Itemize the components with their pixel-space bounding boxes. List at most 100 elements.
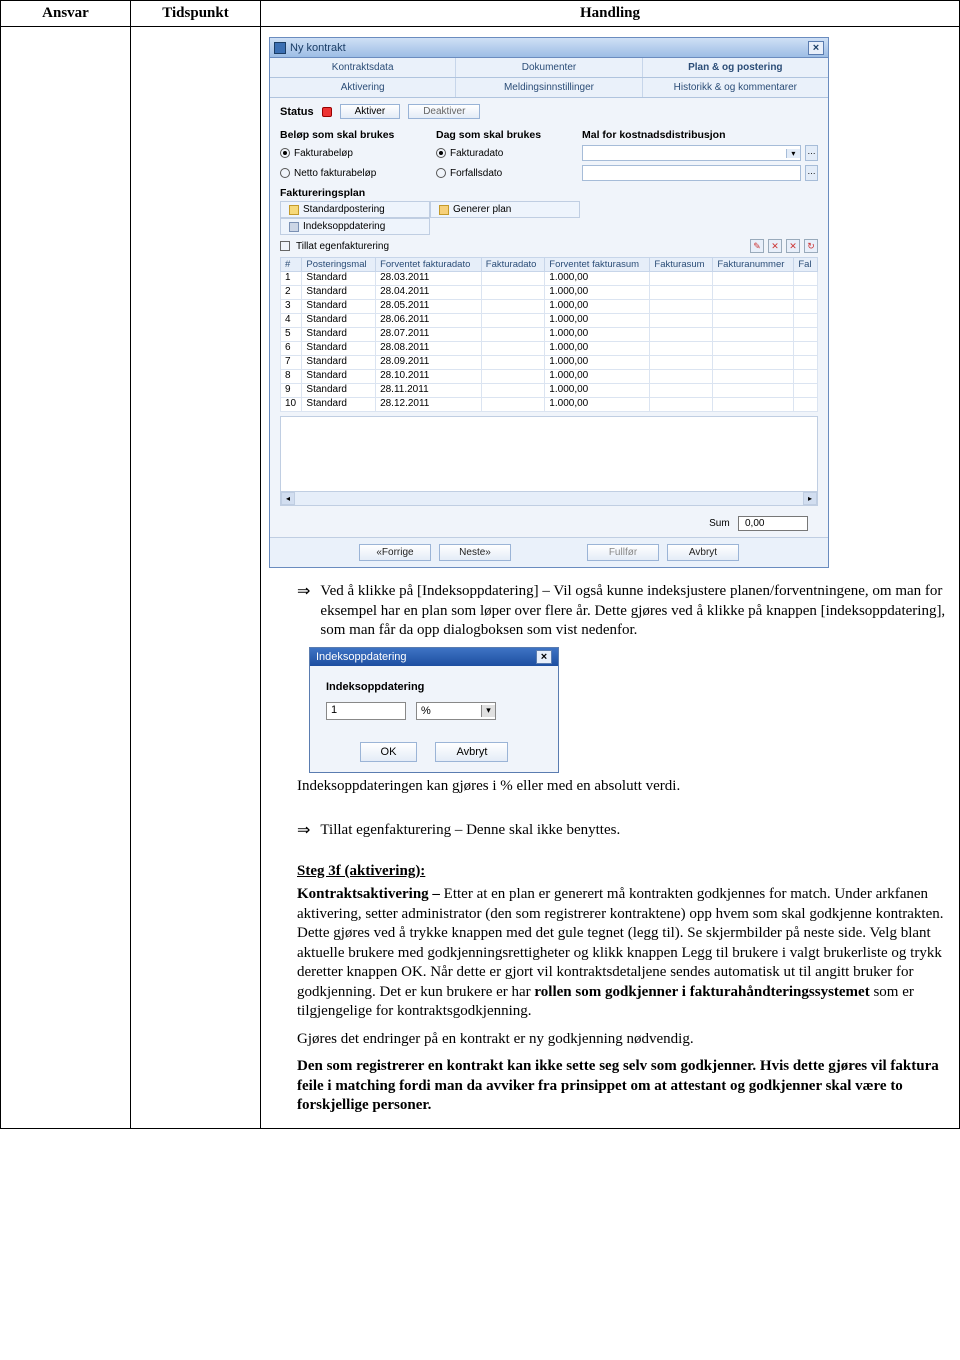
table-row[interactable]: 9Standard28.11.20111.000,00 <box>281 384 818 398</box>
grid-icon <box>289 222 299 232</box>
th-num[interactable]: # <box>281 258 302 272</box>
egenfakturering-label: Tillat egenfakturering <box>296 241 389 252</box>
radio-netto[interactable] <box>280 168 290 178</box>
tab-kontraktsdata[interactable]: Kontraktsdata <box>270 58 456 77</box>
table-row[interactable]: 5Standard28.07.20111.000,00 <box>281 328 818 342</box>
step-heading: Steg 3f (aktivering): <box>297 862 951 882</box>
dialog-ok-button[interactable]: OK <box>360 742 418 762</box>
mal-ext-button-2[interactable]: ⋯ <box>805 165 818 181</box>
scroll-left-icon[interactable]: ◂ <box>281 492 295 505</box>
radio-fakturadato[interactable] <box>436 148 446 158</box>
dialog-titlebar: Indeksoppdatering × <box>310 648 558 666</box>
head-belop: Beløp som skal brukes <box>280 129 420 141</box>
th-forv-sum[interactable]: Forventet fakturasum <box>545 258 650 272</box>
th-mal[interactable]: Posteringsmal <box>302 258 376 272</box>
tab-meldingsinnstillinger[interactable]: Meldingsinnstillinger <box>456 78 642 97</box>
para-tillat: Tillat egenfakturering – Denne skal ikke… <box>320 821 620 842</box>
th-fak-dato[interactable]: Fakturadato <box>481 258 545 272</box>
document-icon <box>289 205 299 215</box>
radio-forfall-label: Forfallsdato <box>450 168 502 179</box>
header-handling: Handling <box>261 1 960 27</box>
table-row[interactable]: 8Standard28.10.20111.000,00 <box>281 370 818 384</box>
tab-aktivering[interactable]: Aktivering <box>270 78 456 97</box>
delete-icon[interactable]: ✕ <box>768 239 782 253</box>
indeksoppdatering-button[interactable]: Indeksoppdatering <box>280 218 430 235</box>
generer-plan-button[interactable]: Generer plan <box>430 201 580 218</box>
avbryt-button[interactable]: Avbryt <box>667 544 739 561</box>
arrow-icon: ⇒ <box>297 821 310 842</box>
indeks-dialog: Indeksoppdatering × Indeksoppdatering 1 … <box>309 647 559 774</box>
table-row[interactable]: 7Standard28.09.20111.000,00 <box>281 356 818 370</box>
mal-ext-button-1[interactable]: ⋯ <box>805 145 818 161</box>
radio-fakturabelop-label: Fakturabeløp <box>294 148 353 159</box>
dialog-label: Indeksoppdatering <box>326 680 542 694</box>
table-row[interactable]: 2Standard28.04.20111.000,00 <box>281 286 818 300</box>
para-warning: Den som registrerer en kontrakt kan ikke… <box>297 1057 951 1116</box>
radio-fakturadato-label: Fakturadato <box>450 148 503 159</box>
cell-handling: Ny kontrakt × Kontraktsdata Dokumenter P… <box>261 27 960 1129</box>
aktiver-button[interactable]: Aktiver <box>340 104 401 119</box>
arrow-icon: ⇒ <box>297 582 310 641</box>
tab-historikk[interactable]: Historikk & og kommentarer <box>643 78 828 97</box>
cell-ansvar <box>1 27 131 1129</box>
fullfor-button[interactable]: Fullfør <box>587 544 659 561</box>
radio-forfall[interactable] <box>436 168 446 178</box>
horizontal-scrollbar[interactable]: ◂ ▸ <box>281 491 817 505</box>
table-blank-area: ◂ ▸ <box>280 416 818 506</box>
header-tidspunkt: Tidspunkt <box>131 1 261 27</box>
th-fak-num[interactable]: Fakturanummer <box>713 258 794 272</box>
table-row[interactable]: 3Standard28.05.20111.000,00 <box>281 300 818 314</box>
section-headers: Beløp som skal brukes Dag som skal bruke… <box>270 125 828 143</box>
status-label: Status <box>280 106 314 118</box>
deaktiver-button[interactable]: Deaktiver <box>408 104 480 119</box>
tab-plan-postering[interactable]: Plan & og postering <box>643 58 828 77</box>
table-row[interactable]: 4Standard28.06.20111.000,00 <box>281 314 818 328</box>
para-endringer: Gjøres det endringer på en kontrakt er n… <box>297 1030 951 1050</box>
plan-table: # Posteringsmal Forventet fakturadato Fa… <box>280 257 818 412</box>
status-row: Status Aktiver Deaktiver <box>270 98 828 125</box>
para-aktivering: Kontraktsaktivering – Etter at en plan e… <box>297 885 951 1022</box>
status-indicator-icon <box>322 107 332 117</box>
dialog-close-icon[interactable]: × <box>536 650 552 664</box>
egenfakturering-checkbox[interactable] <box>280 241 290 251</box>
window-titlebar: Ny kontrakt × <box>270 38 828 58</box>
standardpostering-button[interactable]: Standardpostering <box>280 201 430 218</box>
neste-button[interactable]: Neste» <box>439 544 511 561</box>
indeks-value-input[interactable]: 1 <box>326 702 406 720</box>
radio-fakturabelop[interactable] <box>280 148 290 158</box>
dialog-title: Indeksoppdatering <box>316 650 407 664</box>
cell-tidspunkt <box>131 27 261 1129</box>
document-table: Ansvar Tidspunkt Handling Ny kontrakt × <box>0 0 960 1129</box>
dialog-avbryt-button[interactable]: Avbryt <box>435 742 508 762</box>
para-indeks: Ved å klikke på [Indeksoppdatering] – Vi… <box>320 582 951 641</box>
radio-netto-label: Netto fakturabeløp <box>294 168 376 179</box>
tab-row-2: Aktivering Meldingsinnstillinger Histori… <box>270 78 828 98</box>
app-window: Ny kontrakt × Kontraktsdata Dokumenter P… <box>269 37 829 568</box>
sum-label: Sum <box>709 518 730 529</box>
scroll-right-icon[interactable]: ▸ <box>803 492 817 505</box>
tab-dokumenter[interactable]: Dokumenter <box>456 58 642 77</box>
footer-nav: «Forrige Neste» Fullfør Avbryt <box>270 537 828 567</box>
table-row[interactable]: 10Standard28.12.20111.000,00 <box>281 398 818 412</box>
table-row[interactable]: 6Standard28.08.20111.000,00 <box>281 342 818 356</box>
para-indeks-note: Indeksoppdateringen kan gjøres i % eller… <box>297 777 951 797</box>
tool-icon-3[interactable]: ✕ <box>786 239 800 253</box>
chevron-down-icon: ▾ <box>786 149 800 158</box>
generate-icon <box>439 205 449 215</box>
sum-value: 0,00 <box>738 516 808 531</box>
mal-dropdown-1[interactable]: ▾ <box>582 145 801 161</box>
tool-icon-1[interactable]: ✎ <box>750 239 764 253</box>
forrige-button[interactable]: «Forrige <box>359 544 431 561</box>
th-forv-dato[interactable]: Forventet fakturadato <box>376 258 482 272</box>
indeks-unit-select[interactable]: % ▾ <box>416 702 496 720</box>
header-ansvar: Ansvar <box>1 1 131 27</box>
window-title: Ny kontrakt <box>290 42 346 54</box>
indeks-unit-label: % <box>421 704 431 718</box>
th-fal[interactable]: Fal <box>794 258 818 272</box>
close-icon[interactable]: × <box>808 41 824 55</box>
refresh-icon[interactable]: ↻ <box>804 239 818 253</box>
table-row[interactable]: 1Standard28.03.20111.000,00 <box>281 272 818 286</box>
th-fak-sum[interactable]: Fakturasum <box>650 258 713 272</box>
head-mal: Mal for kostnadsdistribusjon <box>582 129 818 141</box>
mal-dropdown-2[interactable] <box>582 165 801 181</box>
